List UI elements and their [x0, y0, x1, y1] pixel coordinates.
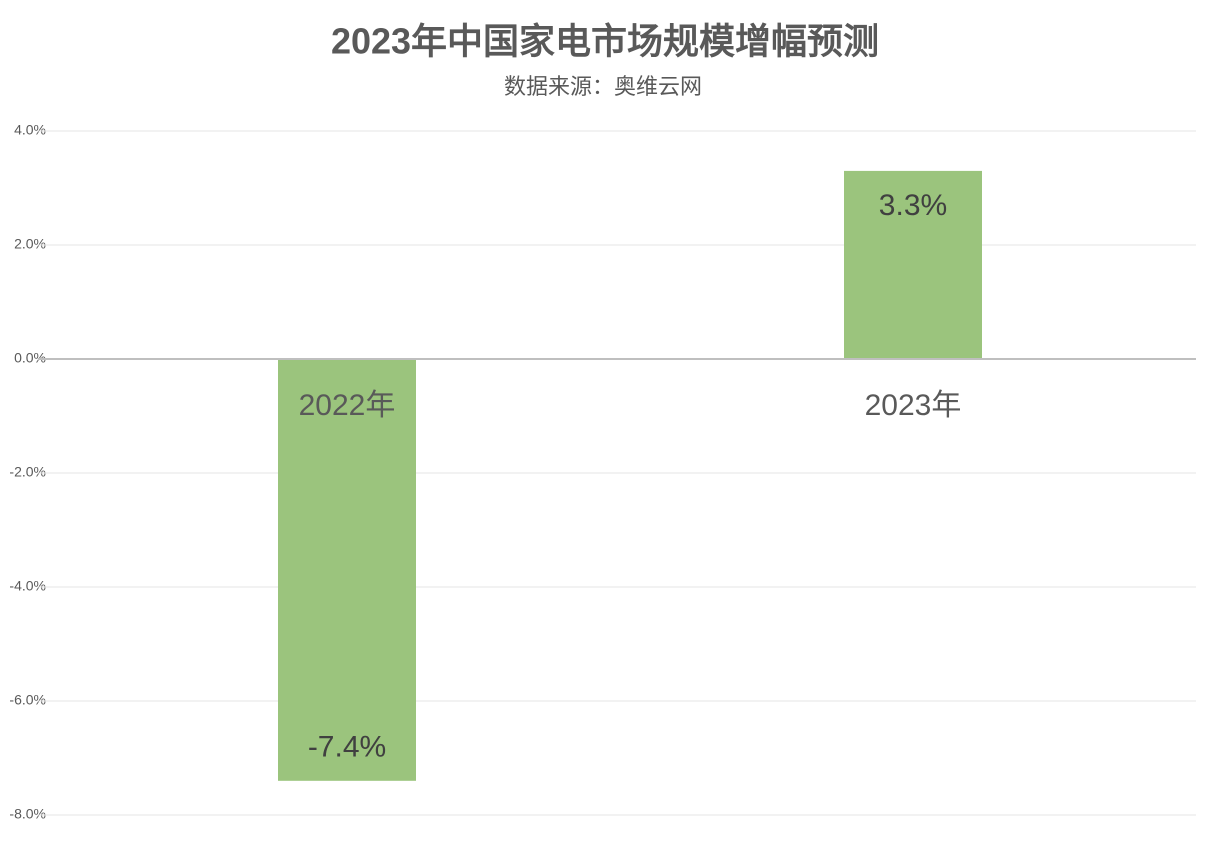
- chart-title: 2023年中国家电市场规模增幅预测: [331, 21, 879, 62]
- x-tick-label: 2023年: [865, 389, 962, 422]
- value-label: 3.3%: [879, 189, 947, 222]
- y-tick-label: -2.0%: [9, 464, 46, 480]
- x-tick-label: 2022年: [299, 389, 396, 422]
- y-tick-label: 0.0%: [14, 350, 46, 366]
- y-tick-label: -8.0%: [9, 806, 46, 822]
- value-label: -7.4%: [308, 731, 386, 764]
- chart-subtitle: 数据来源：奥维云网: [504, 74, 702, 99]
- y-tick-label: 2.0%: [14, 236, 46, 252]
- y-tick-label: -6.0%: [9, 692, 46, 708]
- y-tick-label: 4.0%: [14, 122, 46, 138]
- bar: [844, 170, 982, 359]
- bar: [278, 359, 416, 781]
- y-tick-label: -4.0%: [9, 578, 46, 594]
